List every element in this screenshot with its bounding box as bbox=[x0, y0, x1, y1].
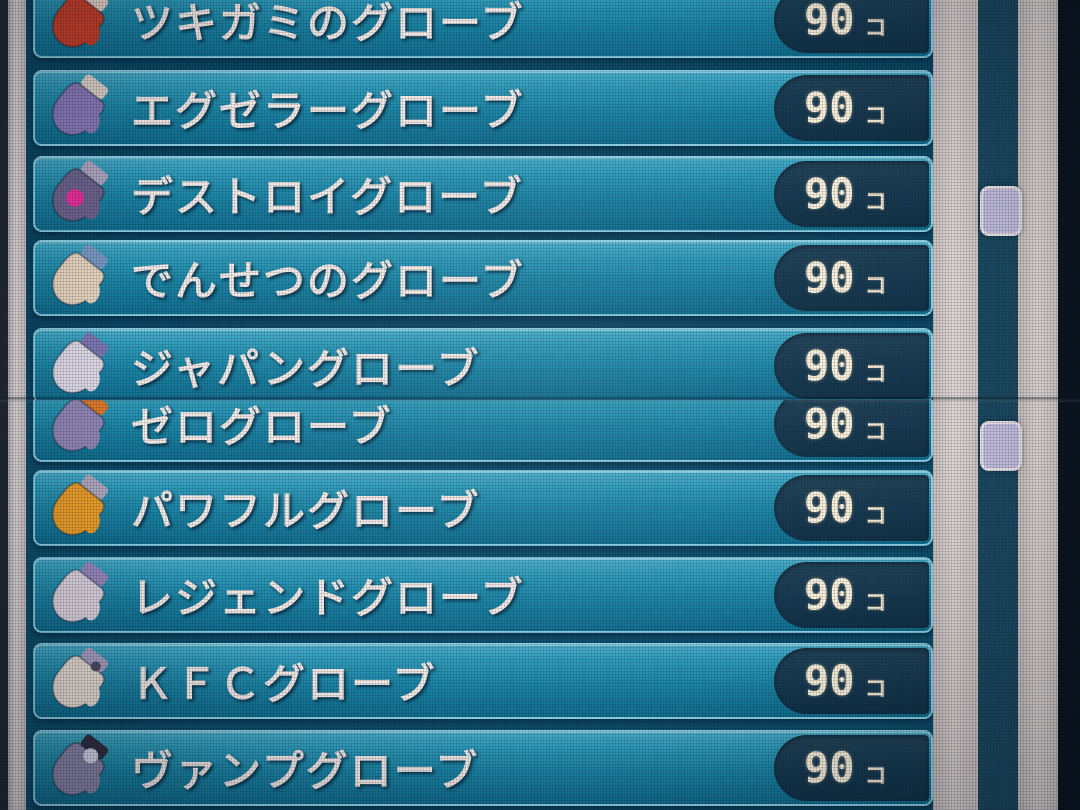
price-value: 90 bbox=[804, 341, 855, 390]
item-row[interactable]: ヴァンプグローブ 90 コ bbox=[33, 730, 933, 806]
currency-symbol: コ bbox=[864, 503, 887, 528]
kfc-glove-icon bbox=[51, 647, 109, 709]
item-row[interactable]: エグゼラーグローブ 90 コ bbox=[33, 70, 933, 146]
currency-symbol: コ bbox=[864, 361, 887, 386]
price-value: 90 bbox=[804, 570, 855, 619]
bezel-strip-left bbox=[8, 0, 26, 810]
price-capsule: 90 コ bbox=[774, 735, 929, 801]
price-capsule: 90 コ bbox=[774, 161, 929, 227]
item-name: ゼログローブ bbox=[131, 403, 393, 451]
zero-glove-icon bbox=[51, 400, 109, 452]
price-value: 90 bbox=[804, 400, 855, 448]
scrollbar-thumb[interactable] bbox=[980, 421, 1022, 471]
price-capsule: 90 コ bbox=[774, 0, 929, 53]
item-row[interactable]: パワフルグローブ 90 コ bbox=[33, 470, 933, 546]
item-name: ＫＦＣグローブ bbox=[131, 660, 437, 708]
list-panel-bottom: ゼログローブ 90 コ パワフルグローブ 90 コ bbox=[0, 400, 1080, 810]
item-name: ツキガミのグローブ bbox=[131, 0, 525, 47]
price-capsule: 90 コ bbox=[774, 75, 929, 141]
item-row[interactable]: ジャパングローブ 90 コ bbox=[33, 328, 933, 400]
item-row[interactable]: ツキガミのグローブ 90 コ bbox=[33, 0, 933, 58]
item-name: でんせつのグローブ bbox=[131, 257, 525, 305]
vamp-glove-icon bbox=[51, 734, 109, 796]
japan-glove-icon bbox=[51, 332, 109, 394]
item-name: ジャパングローブ bbox=[131, 345, 481, 393]
price-capsule: 90 コ bbox=[774, 648, 929, 714]
bezel-strip-inner bbox=[933, 0, 978, 810]
orange-glove-icon bbox=[51, 474, 109, 536]
cream-glove-icon bbox=[51, 244, 109, 306]
photo-right-edge bbox=[1058, 0, 1080, 810]
item-row[interactable]: デストロイグローブ 90 コ bbox=[33, 156, 933, 232]
price-value: 90 bbox=[804, 253, 855, 302]
currency-symbol: コ bbox=[864, 676, 887, 701]
item-row[interactable]: レジェンドグローブ 90 コ bbox=[33, 557, 933, 633]
list-panel-top: ツキガミのグローブ 90 コ エグゼラーグローブ 90 コ bbox=[0, 0, 1080, 400]
currency-symbol: コ bbox=[864, 15, 887, 40]
currency-symbol: コ bbox=[864, 189, 887, 214]
price-capsule: 90 コ bbox=[774, 400, 929, 457]
item-name: ヴァンプグローブ bbox=[131, 747, 480, 795]
price-value: 90 bbox=[804, 0, 855, 44]
price-capsule: 90 コ bbox=[774, 475, 929, 541]
price-capsule: 90 コ bbox=[774, 562, 929, 628]
currency-symbol: コ bbox=[864, 419, 887, 444]
item-name: レジェンドグローブ bbox=[131, 574, 525, 622]
currency-symbol: コ bbox=[864, 103, 887, 128]
price-value: 90 bbox=[804, 83, 855, 132]
scrollbar-track[interactable] bbox=[978, 0, 1018, 810]
currency-symbol: コ bbox=[864, 273, 887, 298]
red-glove-icon bbox=[51, 0, 109, 48]
item-name: パワフルグローブ bbox=[131, 487, 481, 535]
currency-symbol: コ bbox=[864, 763, 887, 788]
bezel-strip-outer bbox=[1018, 0, 1058, 810]
item-name: デストロイグローブ bbox=[131, 173, 524, 221]
price-value: 90 bbox=[804, 656, 855, 705]
destroy-glove-icon bbox=[51, 160, 109, 222]
purple-glove-icon bbox=[51, 74, 109, 136]
item-name: エグゼラーグローブ bbox=[131, 87, 525, 135]
price-value: 90 bbox=[804, 169, 855, 218]
price-value: 90 bbox=[804, 743, 855, 792]
price-value: 90 bbox=[804, 483, 855, 532]
photo-seam bbox=[0, 397, 1080, 402]
price-capsule: 90 コ bbox=[774, 245, 929, 311]
item-row[interactable]: ＫＦＣグローブ 90 コ bbox=[33, 643, 933, 719]
currency-symbol: コ bbox=[864, 590, 887, 615]
scrollbar-thumb[interactable] bbox=[980, 186, 1022, 236]
price-capsule: 90 コ bbox=[774, 333, 929, 399]
photo-left-edge bbox=[0, 0, 8, 810]
item-row[interactable]: でんせつのグローブ 90 コ bbox=[33, 240, 933, 316]
legend-glove-icon bbox=[51, 561, 109, 623]
item-row[interactable]: ゼログローブ 90 コ bbox=[33, 400, 933, 462]
